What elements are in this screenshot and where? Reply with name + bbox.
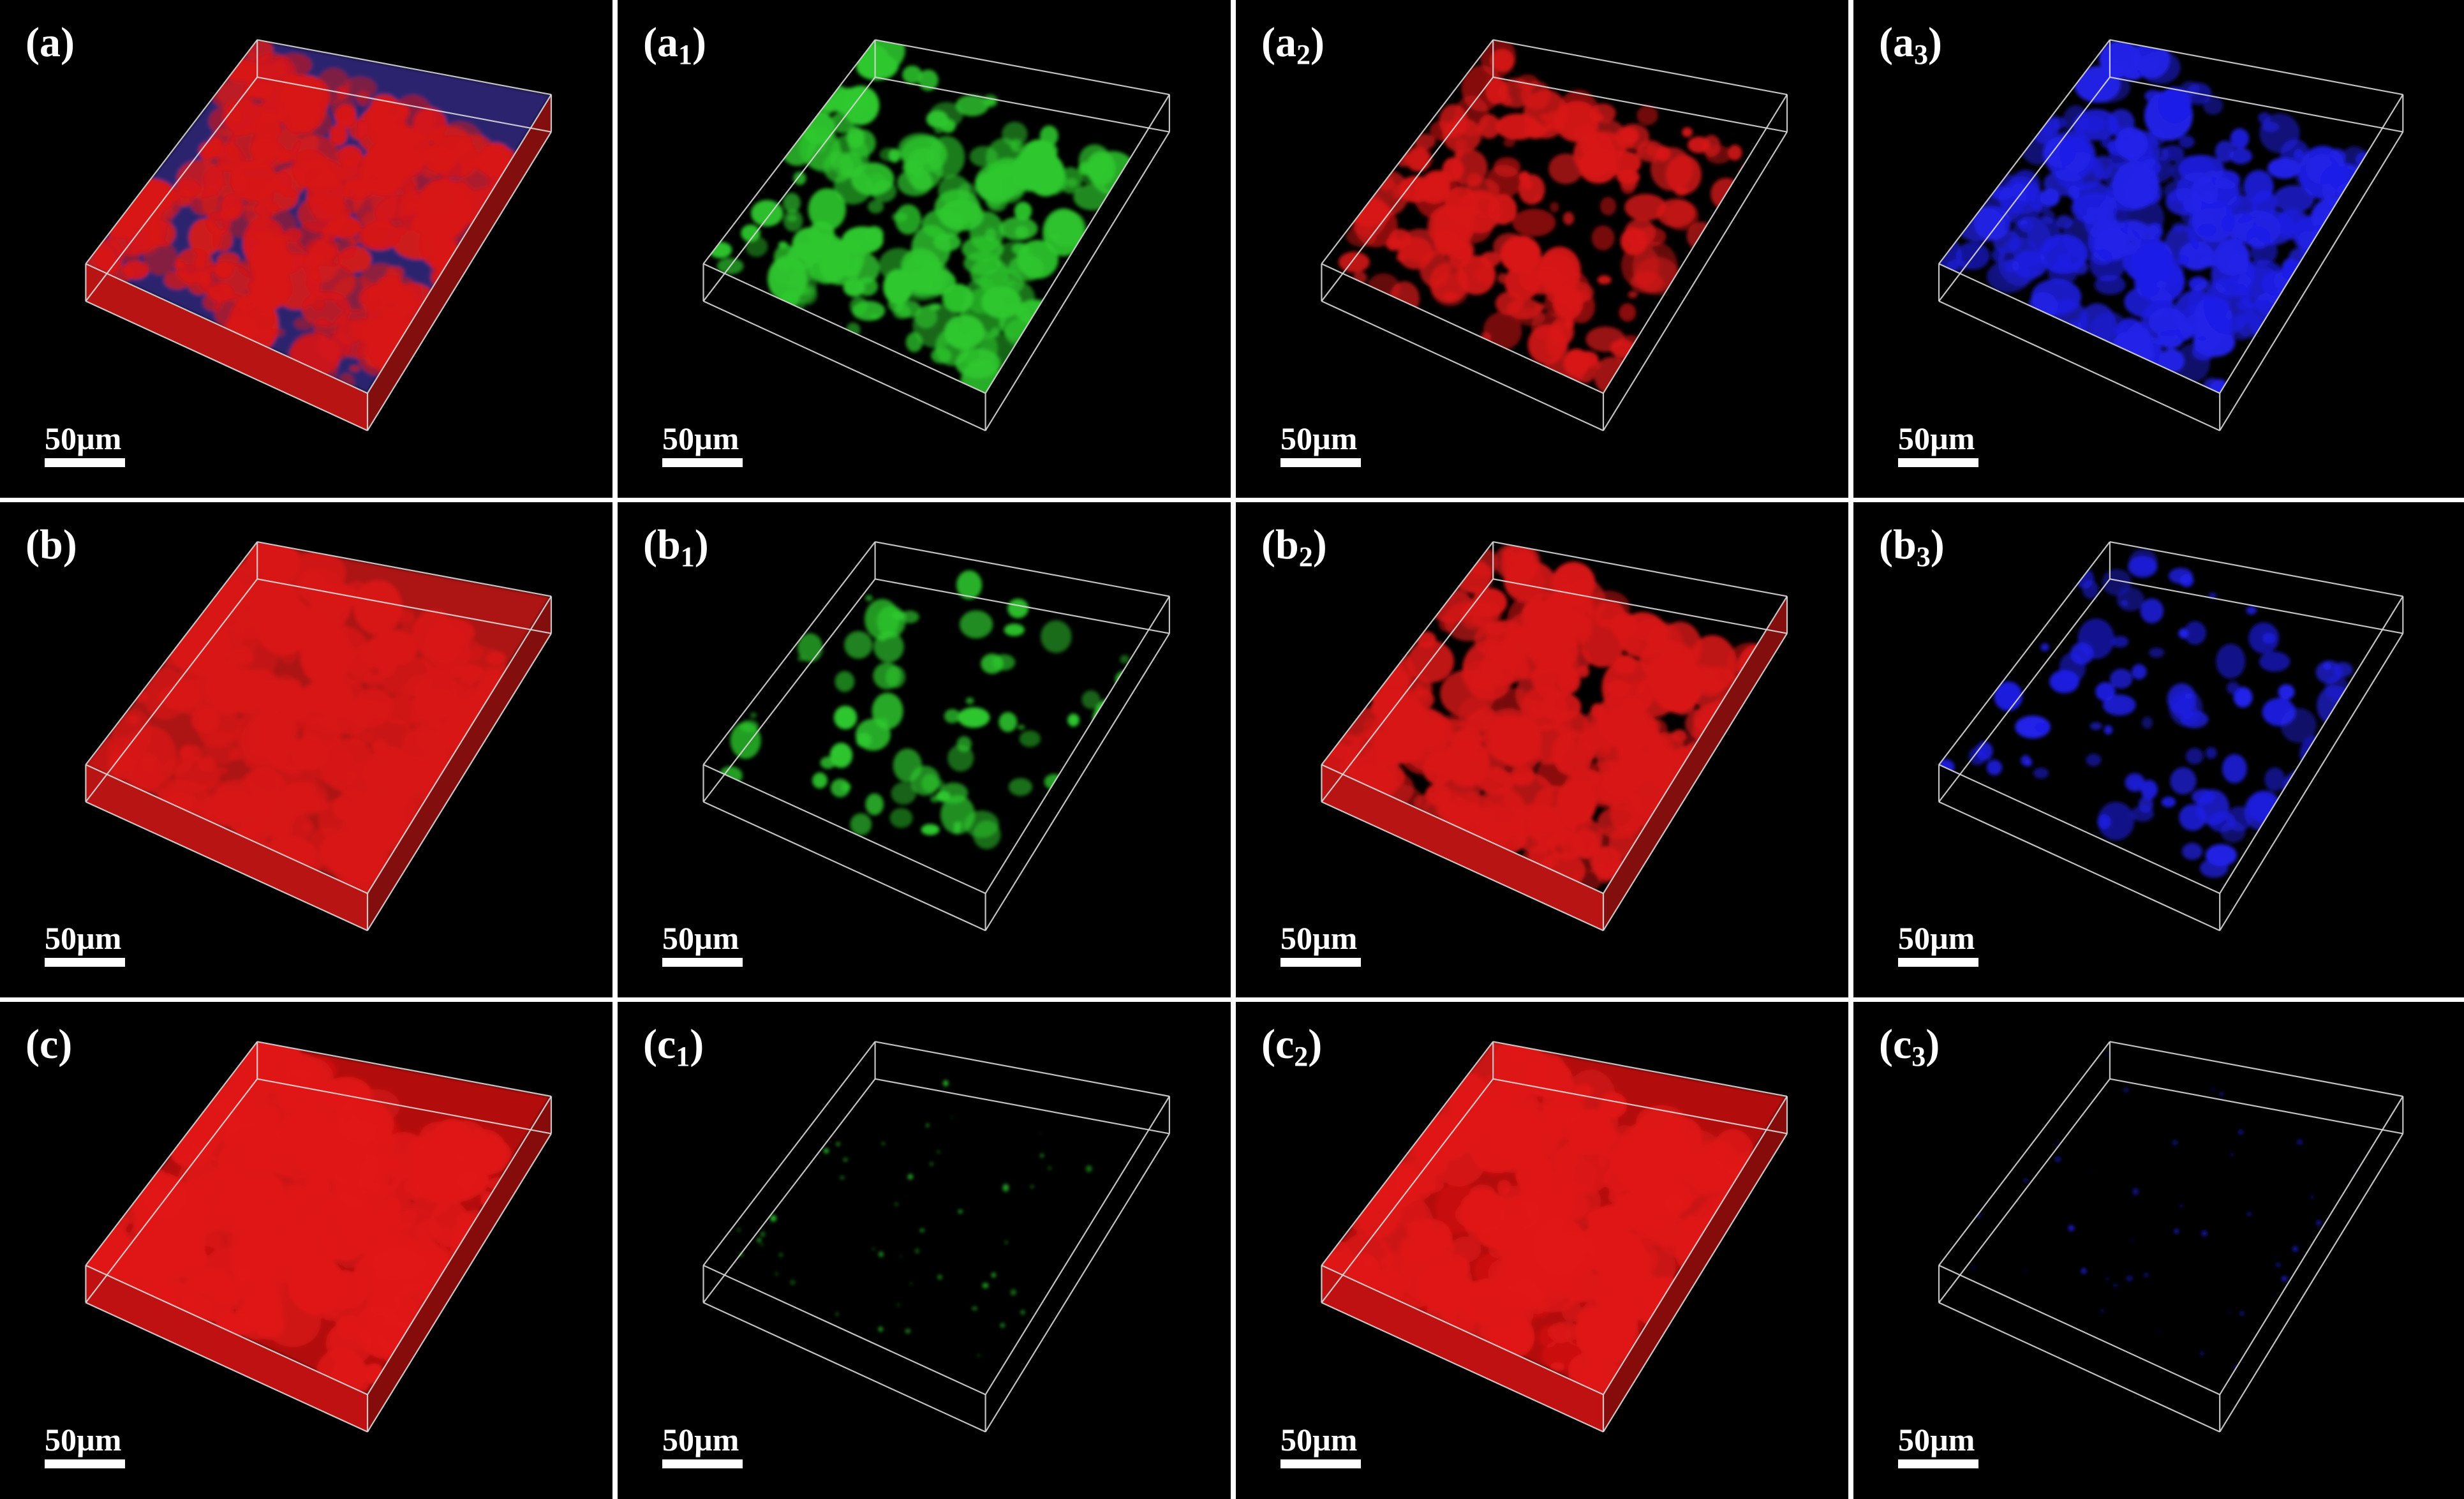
scale-bar-line (662, 458, 743, 467)
panel-b1: (b1) 50µm (618, 502, 1231, 997)
panel-subscript: 1 (676, 1041, 690, 1072)
panel-letter: a (1892, 19, 1914, 66)
panel-label: (c) (26, 1021, 73, 1068)
scale-bar-label: 50µm (1280, 421, 1358, 456)
scale-bar: 50µm (662, 922, 743, 967)
scale-bar-label: 50µm (1898, 920, 1975, 956)
panel-subscript: 3 (1913, 39, 1928, 70)
volume-render (85, 541, 553, 932)
scale-bar-line (1280, 458, 1361, 467)
panel-b3: (b3) 50µm (1853, 502, 2464, 997)
scale-bar-line (662, 1459, 743, 1468)
panel-label: (a1) (643, 19, 706, 70)
panel-c1: (c1) 50µm (618, 1002, 1231, 1499)
scale-bar-label: 50µm (662, 1422, 739, 1458)
panel-subscript: 1 (678, 39, 692, 70)
volume-render (1321, 541, 1788, 932)
scale-bar-line (1898, 958, 1978, 967)
panel-label: (b3) (1879, 521, 1945, 572)
scale-bar-label: 50µm (1898, 1422, 1975, 1458)
panel-label: (a) (26, 19, 75, 66)
volume-render (702, 39, 1171, 431)
panel-letter: c (1275, 1021, 1295, 1068)
scale-bar: 50µm (662, 1424, 743, 1468)
panel-letter: c (1892, 1021, 1912, 1068)
scale-bar-label: 50µm (662, 920, 739, 956)
scale-bar-label: 50µm (1280, 920, 1358, 956)
panel-a2: (a2) 50µm (1236, 0, 1848, 498)
volume-render (1321, 39, 1788, 431)
panel-subscript: 2 (1296, 39, 1310, 70)
volume-render (85, 1041, 553, 1433)
scale-bar-label: 50µm (1898, 421, 1975, 456)
scale-bar-label: 50µm (662, 421, 739, 456)
panel-letter: a (39, 19, 61, 66)
scale-bar-line (662, 958, 743, 967)
scale-bar-line (1898, 458, 1978, 467)
volume-render (1938, 1041, 2404, 1433)
scale-bar-line (1280, 958, 1361, 967)
scale-bar-line (45, 958, 125, 967)
panel-b: (b) 50µm (0, 502, 612, 997)
scale-bar: 50µm (1898, 422, 1978, 467)
panel-subscript: 2 (1294, 1041, 1309, 1072)
scale-bar: 50µm (1898, 1424, 1978, 1468)
scale-bar-label: 50µm (1280, 1422, 1358, 1458)
panel-letter: a (1275, 19, 1296, 66)
scale-bar-line (1898, 1459, 1978, 1468)
panel-a3: (a3) 50µm (1853, 0, 2464, 498)
volume-render (1938, 39, 2404, 431)
scale-bar: 50µm (45, 1424, 125, 1468)
scale-bar: 50µm (662, 422, 743, 467)
volume-render (702, 1041, 1171, 1433)
scale-bar: 50µm (1280, 1424, 1361, 1468)
panel-subscript: 1 (680, 541, 695, 572)
panel-subscript: 3 (1911, 1041, 1926, 1072)
panel-a: (a) 50µm (0, 0, 612, 498)
panel-label: (b) (26, 521, 77, 568)
scale-bar-label: 50µm (45, 920, 122, 956)
scale-bar: 50µm (1280, 922, 1361, 967)
panel-label: (c1) (643, 1021, 704, 1072)
panel-label: (b1) (643, 521, 709, 572)
panel-c3: (c3) 50µm (1853, 1002, 2464, 1499)
volume-render (1938, 541, 2404, 932)
panel-subscript: 2 (1298, 541, 1313, 572)
volume-render (1321, 1041, 1788, 1433)
panel-label: (b2) (1261, 521, 1327, 572)
volume-render (702, 541, 1171, 932)
volume-render (85, 39, 553, 431)
scale-bar-line (45, 1459, 125, 1468)
panel-letter: b (1275, 521, 1299, 568)
scale-bar-label: 50µm (45, 1422, 122, 1458)
scale-bar-label: 50µm (45, 421, 122, 456)
scale-bar: 50µm (45, 922, 125, 967)
scale-bar-line (45, 458, 125, 467)
panel-letter: b (1892, 521, 1917, 568)
panel-label: (c3) (1879, 1021, 1940, 1072)
panel-b2: (b2) 50µm (1236, 502, 1848, 997)
panel-letter: c (657, 1021, 676, 1068)
panel-letter: a (657, 19, 678, 66)
panel-label: (c2) (1261, 1021, 1323, 1072)
panel-label: (a2) (1261, 19, 1325, 70)
panel-a1: (a1) 50µm (618, 0, 1231, 498)
scale-bar-line (1280, 1459, 1361, 1468)
panel-c: (c) 50µm (0, 1002, 612, 1499)
panel-letter: c (39, 1021, 59, 1068)
panel-letter: b (657, 521, 681, 568)
panel-c2: (c2) 50µm (1236, 1002, 1848, 1499)
scale-bar: 50µm (1280, 422, 1361, 467)
panel-letter: b (39, 521, 63, 568)
scale-bar: 50µm (45, 422, 125, 467)
panel-label: (a3) (1879, 19, 1942, 70)
scale-bar: 50µm (1898, 922, 1978, 967)
panel-subscript: 3 (1916, 541, 1931, 572)
